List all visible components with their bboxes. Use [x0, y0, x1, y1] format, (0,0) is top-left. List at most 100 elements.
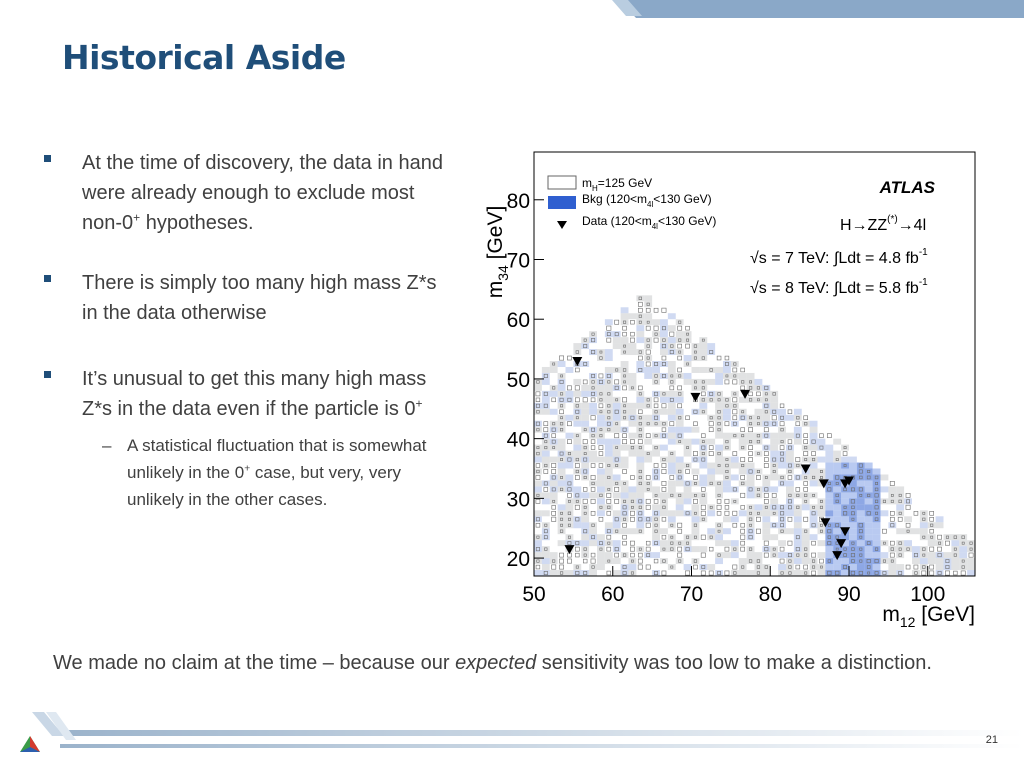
- heatmap-cell: [541, 546, 550, 553]
- heatmap-cell: [746, 504, 755, 511]
- signal-box: [607, 428, 611, 432]
- heatmap-cell: [628, 486, 637, 493]
- signal-box: [645, 361, 651, 367]
- signal-box: [757, 398, 760, 402]
- signal-box: [708, 427, 714, 433]
- heatmap-cells: [534, 295, 975, 576]
- heatmap-cell: [683, 450, 692, 457]
- heatmap-cell: [612, 402, 621, 409]
- heatmap-cell: [849, 456, 857, 463]
- heatmap-cell: [683, 378, 692, 385]
- heatmap-cell: [683, 564, 692, 571]
- heatmap-cell: [825, 462, 834, 469]
- heatmap-cell: [565, 480, 574, 487]
- signal-box: [583, 511, 587, 515]
- signal-box: [763, 492, 769, 498]
- heatmap-cell: [581, 337, 590, 344]
- heatmap-cell: [809, 462, 818, 469]
- signal-box: [536, 380, 540, 384]
- heatmap-cell: [683, 462, 692, 469]
- signal-box: [638, 416, 642, 420]
- data-point-marker: [844, 476, 854, 486]
- signal-box: [662, 422, 666, 426]
- signal-box: [623, 344, 626, 348]
- heatmap-cell: [872, 528, 881, 535]
- signal-box: [741, 464, 745, 468]
- signal-box: [567, 452, 571, 456]
- signal-box: [883, 541, 886, 545]
- signal-box: [858, 529, 863, 534]
- heatmap-cell: [589, 402, 597, 409]
- heatmap-cell: [620, 378, 629, 385]
- heatmap-cell: [715, 396, 723, 403]
- signal-box: [591, 481, 595, 485]
- heatmap-cell: [872, 516, 881, 523]
- heatmap-cell: [896, 486, 905, 493]
- heatmap-cell: [864, 516, 873, 523]
- heatmap-cell: [628, 564, 637, 571]
- heatmap-cell: [699, 564, 708, 571]
- heatmap-cell: [652, 522, 660, 529]
- heatmap-cell: [557, 444, 566, 451]
- signal-box: [875, 481, 879, 485]
- conclusion-emphasis: expected: [455, 652, 537, 674]
- heatmap-cell: [667, 325, 676, 332]
- heatmap-cell: [888, 558, 897, 565]
- signal-box: [646, 553, 651, 557]
- signal-box: [599, 434, 603, 438]
- signal-box: [764, 403, 769, 408]
- heatmap-cell: [833, 558, 842, 565]
- heatmap-cell: [573, 564, 582, 571]
- signal-box: [803, 564, 808, 570]
- signal-box: [590, 475, 596, 480]
- heatmap-cell: [589, 564, 597, 571]
- heatmap-cell: [754, 570, 763, 576]
- signal-box: [693, 523, 698, 527]
- signal-box: [582, 439, 588, 445]
- signal-box: [725, 398, 729, 402]
- heatmap-cell: [612, 366, 621, 373]
- signal-box: [827, 535, 831, 539]
- heatmap-cell: [636, 337, 645, 344]
- heatmap-cell: [597, 355, 605, 362]
- signal-box: [551, 469, 557, 474]
- heatmap-cell: [628, 492, 637, 499]
- heatmap-cell: [667, 366, 676, 373]
- signal-box: [560, 404, 564, 408]
- heatmap-cell: [754, 420, 763, 427]
- signal-box: [670, 523, 674, 527]
- signal-box: [851, 517, 855, 521]
- heatmap-cell: [644, 450, 653, 457]
- signal-box: [700, 570, 706, 576]
- signal-box: [748, 451, 753, 456]
- signal-box: [630, 331, 635, 337]
- signal-box: [575, 434, 579, 438]
- heatmap-cell: [762, 486, 771, 493]
- heatmap-cell: [604, 372, 613, 379]
- heatmap-cell: [707, 414, 716, 421]
- heatmap-cell: [817, 564, 826, 571]
- signal-box: [795, 487, 801, 492]
- signal-box: [607, 404, 611, 408]
- heatmap-cell: [620, 498, 629, 505]
- signal-box: [906, 547, 910, 551]
- signal-box: [858, 523, 863, 528]
- signal-box: [654, 374, 658, 378]
- heatmap-cell: [589, 372, 597, 379]
- heatmap-cell: [667, 450, 676, 457]
- signal-box: [575, 416, 579, 420]
- x-axis-ticks: 50 60 70 80 90 100: [522, 566, 945, 606]
- signal-box: [898, 571, 903, 575]
- heatmap-cell: [620, 456, 629, 463]
- heatmap-cell: [636, 474, 645, 481]
- heatmap-cell: [620, 552, 629, 559]
- heatmap-cell: [565, 450, 574, 457]
- signal-box: [843, 464, 847, 467]
- heatmap-cell: [699, 396, 708, 403]
- signal-box: [709, 546, 714, 552]
- heatmap-cell: [833, 528, 842, 535]
- signal-box: [575, 571, 580, 576]
- heatmap-cell: [652, 319, 660, 326]
- heatmap-cell: [652, 540, 660, 547]
- heatmap-cell: [770, 474, 779, 481]
